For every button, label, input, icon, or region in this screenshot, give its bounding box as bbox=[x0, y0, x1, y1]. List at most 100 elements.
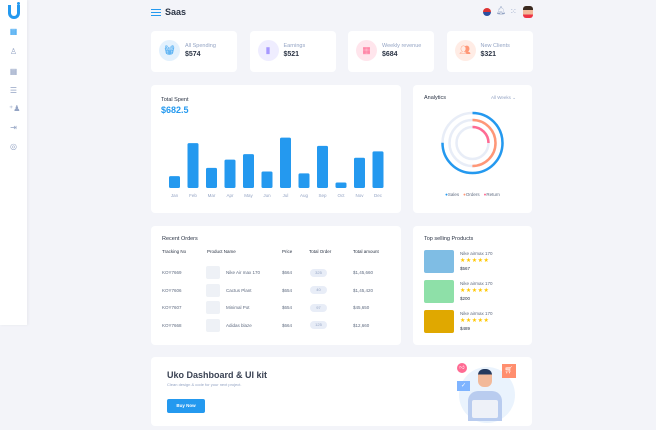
product-name: Nike airmax 170 bbox=[460, 311, 493, 316]
dashboard-icon[interactable]: ▦ bbox=[9, 27, 18, 36]
grid-icon[interactable]: ▦ bbox=[9, 67, 18, 76]
chart-legend: ●Sales ●Orders ●Return bbox=[413, 192, 532, 197]
analytics-title: Analytics bbox=[424, 95, 447, 101]
bar-apr bbox=[224, 159, 236, 188]
x-tick-label: Apr bbox=[226, 193, 234, 198]
product-price: $567 bbox=[460, 266, 471, 271]
stat-value: $321 bbox=[480, 51, 497, 58]
top-selling-card: Top selling Products Nike airmax 170 ★★★… bbox=[413, 226, 532, 345]
radial-chart bbox=[441, 111, 504, 175]
stat-label: All Spending bbox=[185, 43, 216, 49]
tracking-no: KOY7606 bbox=[162, 287, 182, 293]
bar-nov bbox=[354, 157, 365, 188]
x-tick-label: Nov bbox=[355, 193, 364, 198]
user-icon[interactable]: ♙ bbox=[9, 47, 18, 56]
product-thumbnail bbox=[206, 301, 220, 314]
x-tick-label: Jun bbox=[263, 193, 271, 198]
product-image bbox=[424, 280, 454, 303]
ring-orders bbox=[448, 118, 497, 168]
x-tick-label: Jan bbox=[171, 193, 179, 198]
analytics-card: Analytics All Weeks ⌄ ●Sales ●Orders ●Retu… bbox=[413, 85, 532, 213]
list-icon[interactable]: ☰ bbox=[9, 86, 18, 95]
stat-value: $521 bbox=[283, 51, 300, 58]
rating-stars: ★★★★★ bbox=[460, 258, 490, 264]
x-tick-label: Oct bbox=[337, 193, 345, 198]
weeks-dropdown-label: All Weeks bbox=[491, 95, 511, 100]
total-spent-card: Total Spent $682.5 Jan Feb Mar Apr May Jun Jul… bbox=[151, 85, 401, 213]
basket-icon: 🧺︎ bbox=[159, 40, 180, 61]
col-total-order: Total Order bbox=[309, 249, 332, 254]
bar-jan bbox=[169, 176, 180, 188]
x-tick-label: Sep bbox=[318, 193, 327, 198]
stat-card: ▦ Weekly revenue $684 bbox=[348, 31, 434, 72]
product-thumbnail bbox=[206, 283, 220, 297]
cart-icon: 🛒︎ bbox=[502, 364, 516, 378]
bar-sep bbox=[317, 145, 328, 188]
bar-oct bbox=[335, 182, 347, 188]
x-tick-label: Dec bbox=[374, 193, 383, 198]
x-tick-label: Mar bbox=[208, 193, 216, 198]
x-tick-label: May bbox=[244, 193, 253, 198]
bar-dec bbox=[372, 151, 384, 188]
avatar[interactable] bbox=[523, 6, 533, 18]
col-tracking: Tracking No bbox=[162, 249, 187, 254]
product-name: Nike Air max 170 bbox=[226, 270, 261, 275]
thumbs-up-icon: 👍︎ bbox=[457, 363, 467, 373]
tracking-no: KOY7668 bbox=[162, 322, 182, 328]
bar-feb bbox=[187, 143, 199, 188]
product-name: Nike airmax 170 bbox=[460, 281, 493, 286]
price: $654 bbox=[282, 287, 293, 293]
stat-value: $574 bbox=[185, 51, 201, 58]
bar-jul bbox=[280, 137, 291, 188]
bar-may bbox=[243, 154, 254, 188]
flag-icon[interactable] bbox=[483, 8, 491, 16]
total-amount: $1,45,660 bbox=[353, 270, 374, 275]
total-order-badge: 97 bbox=[310, 303, 327, 312]
menu-icon[interactable] bbox=[151, 9, 161, 16]
apps-icon[interactable]: ⁙ bbox=[510, 7, 517, 16]
bar-chart-icon: ▮ bbox=[257, 40, 279, 61]
laptop bbox=[472, 400, 498, 418]
bar-jun bbox=[261, 171, 273, 188]
total-order-badge: 325 bbox=[310, 268, 327, 277]
rating-stars: ★★★★★ bbox=[460, 318, 490, 324]
recent-orders-title: Recent Orders bbox=[162, 236, 198, 242]
stat-card: ▮ Earnings $521 bbox=[249, 31, 336, 72]
bar-chart: Jan Feb Mar Apr May Jun Jul Aug Sep Oct Nov Dec bbox=[169, 137, 384, 198]
product-name: Minimal Pot bbox=[226, 305, 250, 310]
product-thumbnail bbox=[206, 266, 220, 279]
total-amount: $1,45,420 bbox=[353, 287, 374, 293]
bell-icon[interactable]: 🔔︎ bbox=[496, 6, 507, 15]
price: $664 bbox=[282, 322, 293, 328]
legend-label: Return bbox=[486, 192, 500, 197]
total-order-badge: 40 bbox=[310, 286, 327, 294]
legend-label: Sales bbox=[447, 192, 460, 197]
product-price: $200 bbox=[460, 296, 471, 301]
legend-label: Orders bbox=[465, 192, 480, 197]
login-icon[interactable]: ⇥ bbox=[10, 123, 17, 132]
rating-stars: ★★★★★ bbox=[460, 288, 490, 294]
x-tick-label: Feb bbox=[189, 193, 197, 198]
product-image bbox=[424, 250, 454, 273]
stat-label: New Clients bbox=[480, 43, 510, 49]
product-name: Adidas blaze bbox=[226, 322, 252, 328]
buy-now-button[interactable]: Buy Now bbox=[167, 399, 205, 413]
ring-sales bbox=[441, 111, 504, 175]
x-tick-label: Aug bbox=[300, 193, 309, 198]
weeks-dropdown[interactable]: All Weeks ⌄ bbox=[491, 95, 516, 101]
stat-value: $684 bbox=[382, 51, 398, 58]
total-amount: $12,660 bbox=[353, 322, 370, 328]
ring-return bbox=[455, 125, 490, 161]
bar-mar bbox=[206, 167, 217, 188]
bar-aug bbox=[298, 173, 310, 188]
page-title: Saas bbox=[165, 7, 187, 17]
logo[interactable] bbox=[8, 2, 20, 19]
product-name: Nike airmax 170 bbox=[460, 251, 493, 256]
grid-icon: ▦ bbox=[356, 40, 377, 61]
price: $654 bbox=[282, 305, 293, 310]
product-name: Cactus Plant bbox=[226, 287, 252, 293]
total-order-badge: 125 bbox=[310, 321, 327, 329]
add-user-icon[interactable]: ⁺♟ bbox=[9, 104, 21, 113]
stat-card: 🧺︎ All Spending $574 bbox=[151, 31, 237, 72]
location-icon[interactable]: ◎ bbox=[10, 142, 17, 151]
